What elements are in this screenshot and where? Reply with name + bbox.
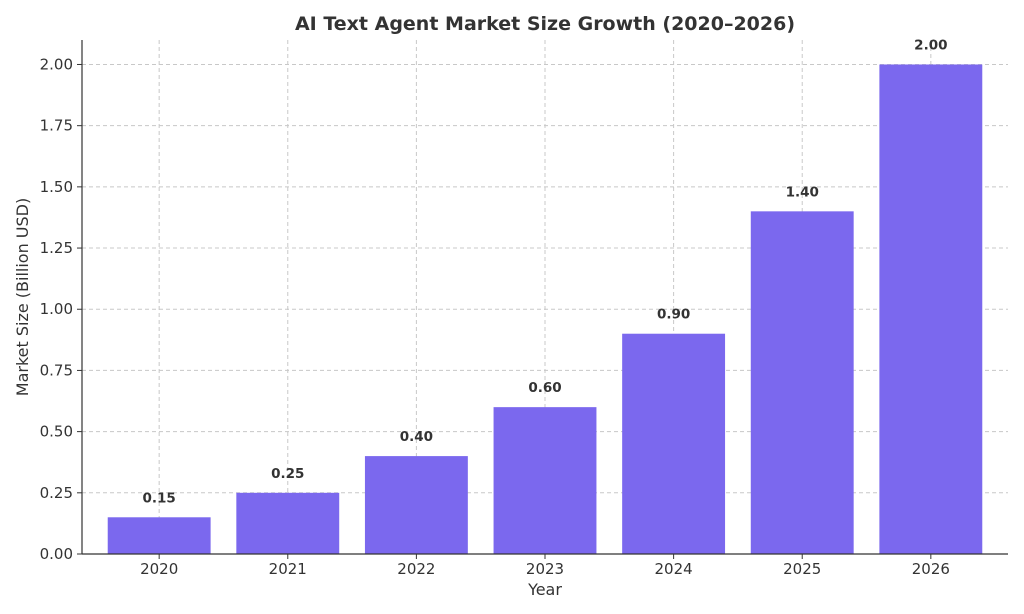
y-tick-label: 1.75 (40, 117, 73, 135)
x-tick-label: 2024 (655, 560, 693, 578)
data-label-2024: 0.90 (657, 307, 690, 323)
y-tick-label: 1.50 (40, 178, 73, 196)
bar-2021 (236, 492, 340, 554)
data-label-2023: 0.60 (528, 380, 561, 396)
x-tick-label: 2026 (912, 560, 950, 578)
y-tick-label: 0.50 (40, 423, 73, 441)
y-ticks: 0.00 0.25 0.50 0.75 1.00 1.25 1.50 1.75 2.00 (40, 55, 82, 563)
y-tick-label: 2.00 (40, 55, 73, 73)
x-tick-label: 2021 (269, 560, 307, 578)
data-label-2021: 0.25 (271, 466, 304, 482)
data-label-2026: 2.00 (914, 37, 947, 53)
y-tick-label: 1.25 (40, 239, 73, 257)
y-axis-label: Market Size (Billion USD) (13, 198, 32, 396)
y-tick-label: 0.00 (40, 545, 73, 563)
bar-2026 (879, 64, 983, 554)
y-tick-label: 0.25 (40, 484, 73, 502)
data-label-2022: 0.40 (400, 429, 433, 445)
x-tick-label: 2020 (140, 560, 178, 578)
y-tick-label: 0.75 (40, 361, 73, 379)
bar-2022 (364, 456, 468, 554)
chart-title: AI Text Agent Market Size Growth (2020–2… (295, 13, 795, 35)
bars (107, 64, 983, 555)
data-label-2025: 1.40 (786, 184, 819, 200)
data-labels: 0.15 0.25 0.40 0.60 0.90 1.40 2.00 (143, 37, 948, 506)
bar-2023 (493, 407, 597, 554)
x-ticks: 2020 2021 2022 2023 2024 2025 2026 (140, 554, 950, 578)
bar-2020 (107, 517, 211, 554)
x-tick-label: 2025 (783, 560, 821, 578)
y-tick-label: 1.00 (40, 300, 73, 318)
x-axis-label: Year (527, 580, 562, 599)
bar-2025 (750, 211, 854, 555)
x-tick-label: 2023 (526, 560, 564, 578)
data-label-2020: 0.15 (143, 490, 176, 506)
x-tick-label: 2022 (397, 560, 435, 578)
bar-2024 (622, 333, 726, 554)
